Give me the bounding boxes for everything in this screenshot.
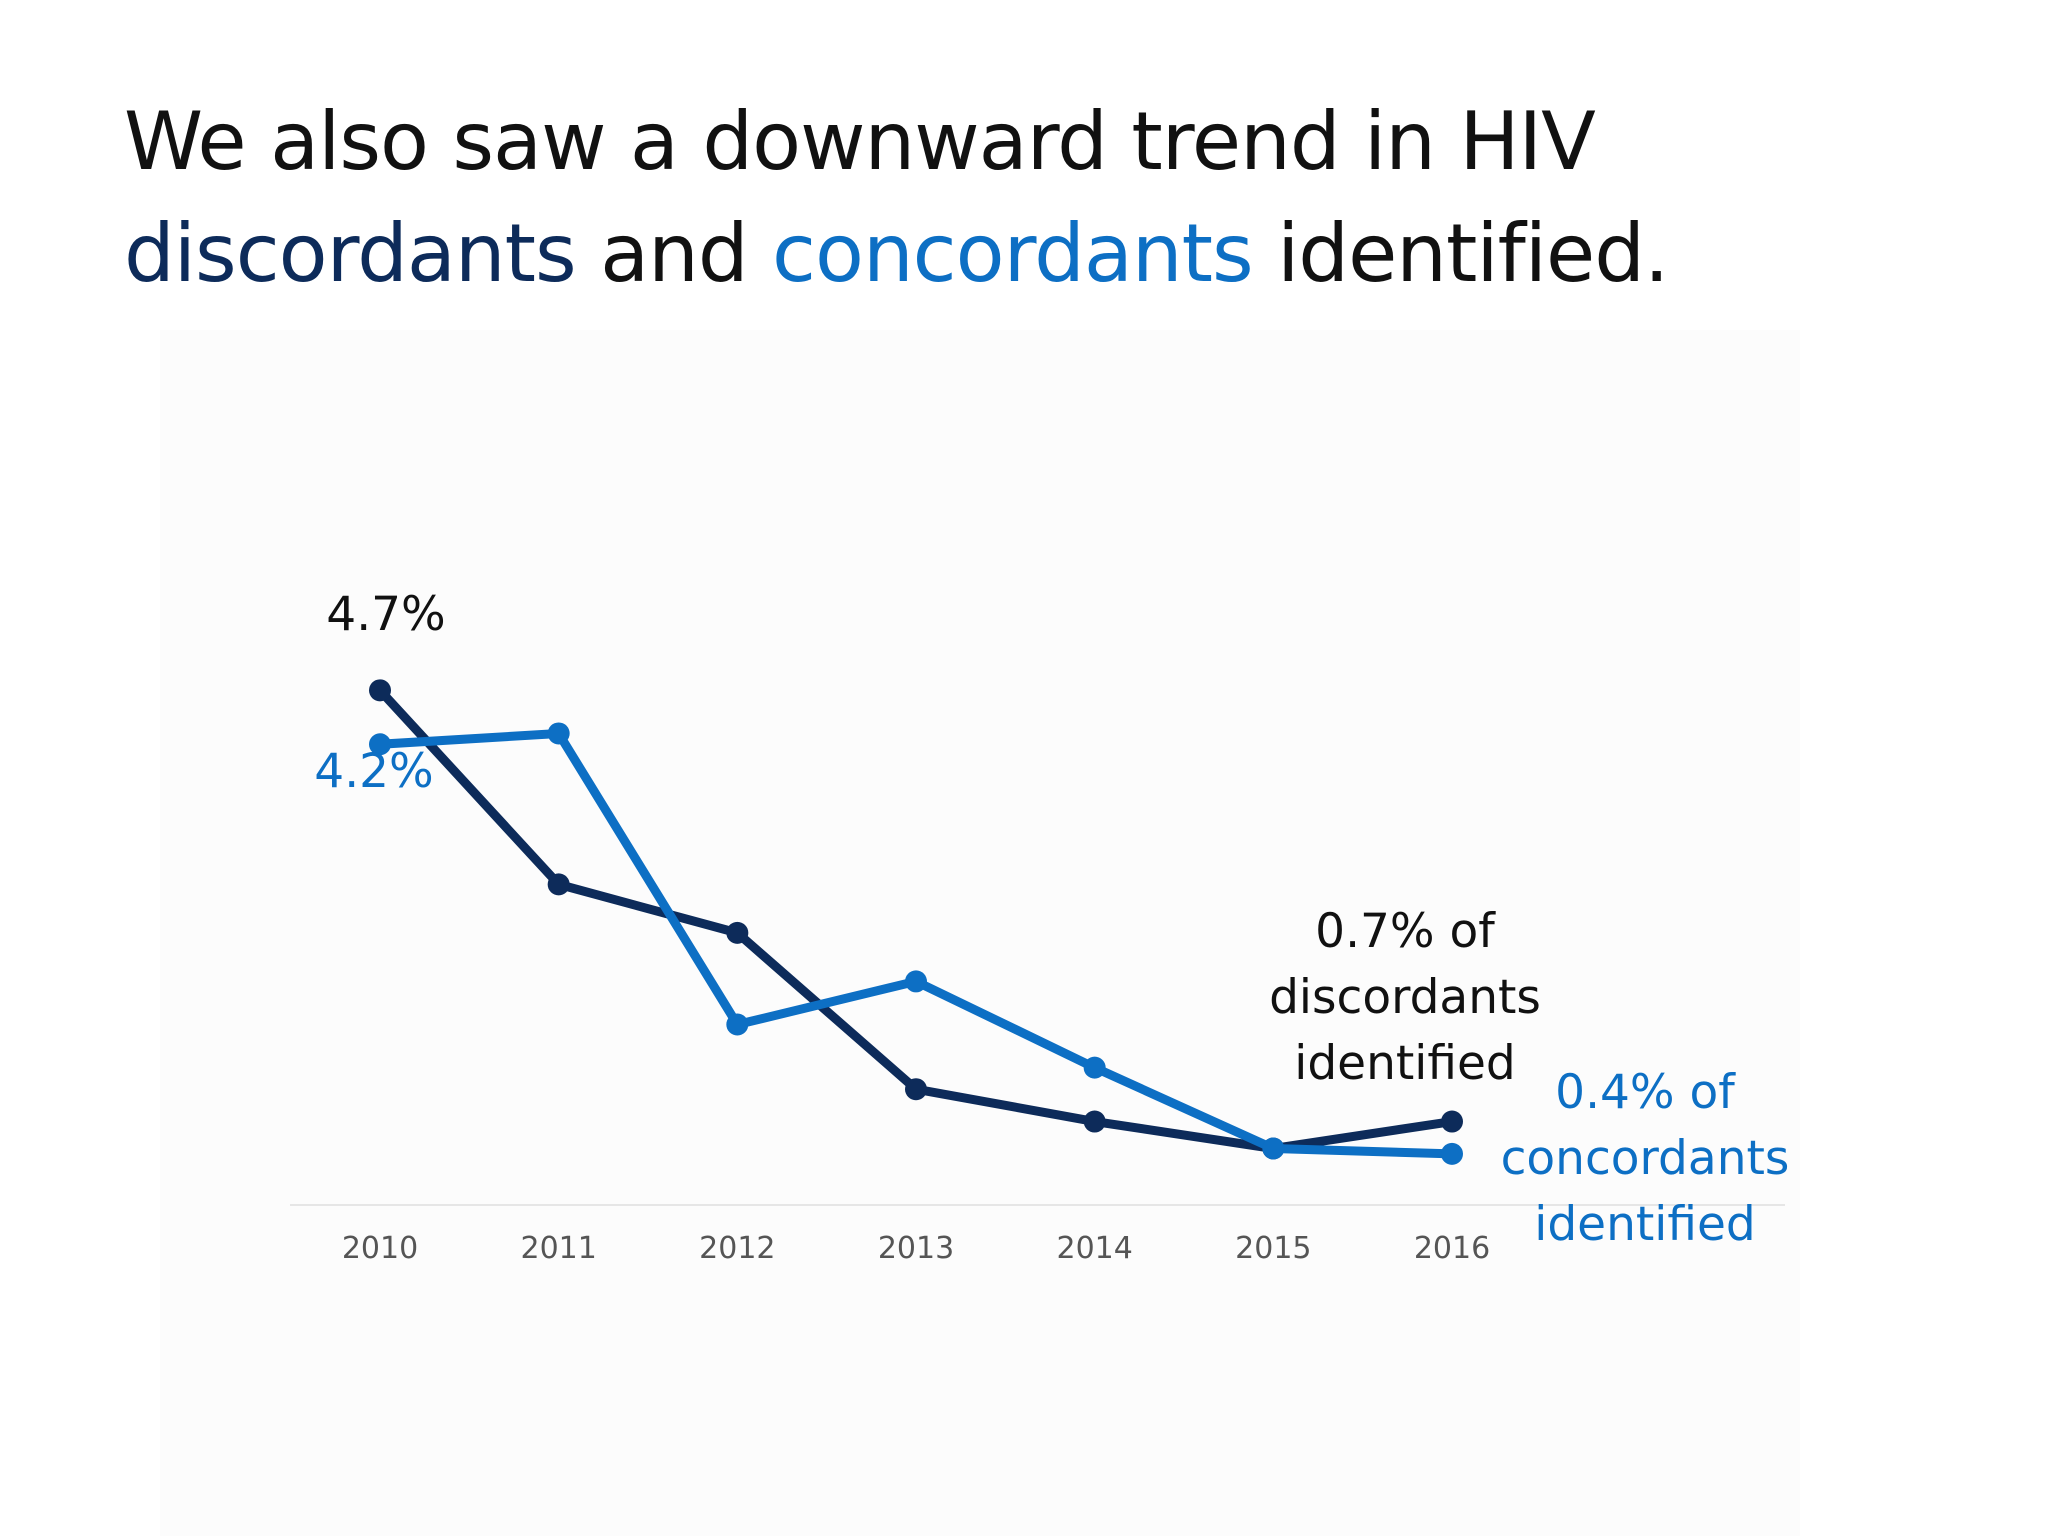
x-axis-tick-labels: 2010 2011 2012 2013 2014 2015 2016 — [342, 1231, 1490, 1266]
title-word-identified: identified. — [1252, 207, 1669, 300]
series-layer — [369, 679, 1463, 1165]
discordants-point-2011 — [547, 873, 570, 896]
concordants-point-2011 — [547, 722, 570, 745]
title-word-discordants: discordants — [124, 207, 577, 300]
concordants-point-2012 — [726, 1013, 749, 1036]
chart-background-panel — [160, 330, 1800, 1536]
discordants-annotation-line: 4.7% — [326, 587, 445, 642]
concordants-annotation-line: 0.4% of — [1555, 1065, 1736, 1120]
x-tick-label-2010: 2010 — [342, 1231, 418, 1266]
concordants-point-2014 — [1083, 1056, 1106, 1079]
discordants-point-2012 — [726, 921, 749, 944]
discordants-point-2014 — [1083, 1110, 1106, 1133]
discordants-point-2016 — [1441, 1110, 1463, 1133]
concordants-annotation-2010: 4.2% — [314, 744, 433, 799]
x-tick-label-2011: 2011 — [520, 1231, 596, 1266]
concordants-annotation-2016: 0.4% of concordants identified — [1501, 1065, 1790, 1252]
concordants-point-2010 — [369, 733, 391, 756]
concordants-annotation-line: identified — [1534, 1197, 1755, 1252]
concordants-point-2015 — [1262, 1137, 1285, 1160]
title-word-and: and — [575, 207, 773, 300]
x-tick-label-2012: 2012 — [699, 1231, 775, 1266]
concordants-point-2016 — [1441, 1142, 1463, 1165]
concordants-annotation-line: concordants — [1501, 1131, 1790, 1186]
annotation-layer: 4.7%4.2%0.7% of discordants identified0.4%… — [314, 587, 1789, 1252]
x-tick-label-2015: 2015 — [1235, 1231, 1311, 1266]
slide-title: We also saw a downward trend in HIV disco… — [124, 86, 1669, 310]
title-word-concordants: concordants — [772, 207, 1254, 300]
discordants-annotation-2016: 0.7% of discordants identified — [1269, 904, 1541, 1091]
discordants-annotation-2010: 4.7% — [326, 587, 445, 642]
x-tick-label-2013: 2013 — [878, 1231, 954, 1266]
discordants-point-2010 — [369, 679, 391, 702]
title-line-1: We also saw a downward trend in HIV — [124, 95, 1596, 188]
concordants-series — [369, 722, 1463, 1165]
discordants-annotation-line: identified — [1294, 1036, 1515, 1091]
concordants-point-2013 — [905, 970, 927, 993]
concordants-annotation-line: 4.2% — [314, 744, 433, 799]
x-tick-label-2016: 2016 — [1414, 1231, 1490, 1266]
discordants-annotation-line: discordants — [1269, 970, 1541, 1025]
discordants-point-2013 — [905, 1078, 927, 1101]
x-tick-label-2014: 2014 — [1056, 1231, 1132, 1266]
discordants-annotation-line: 0.7% of — [1315, 904, 1496, 959]
